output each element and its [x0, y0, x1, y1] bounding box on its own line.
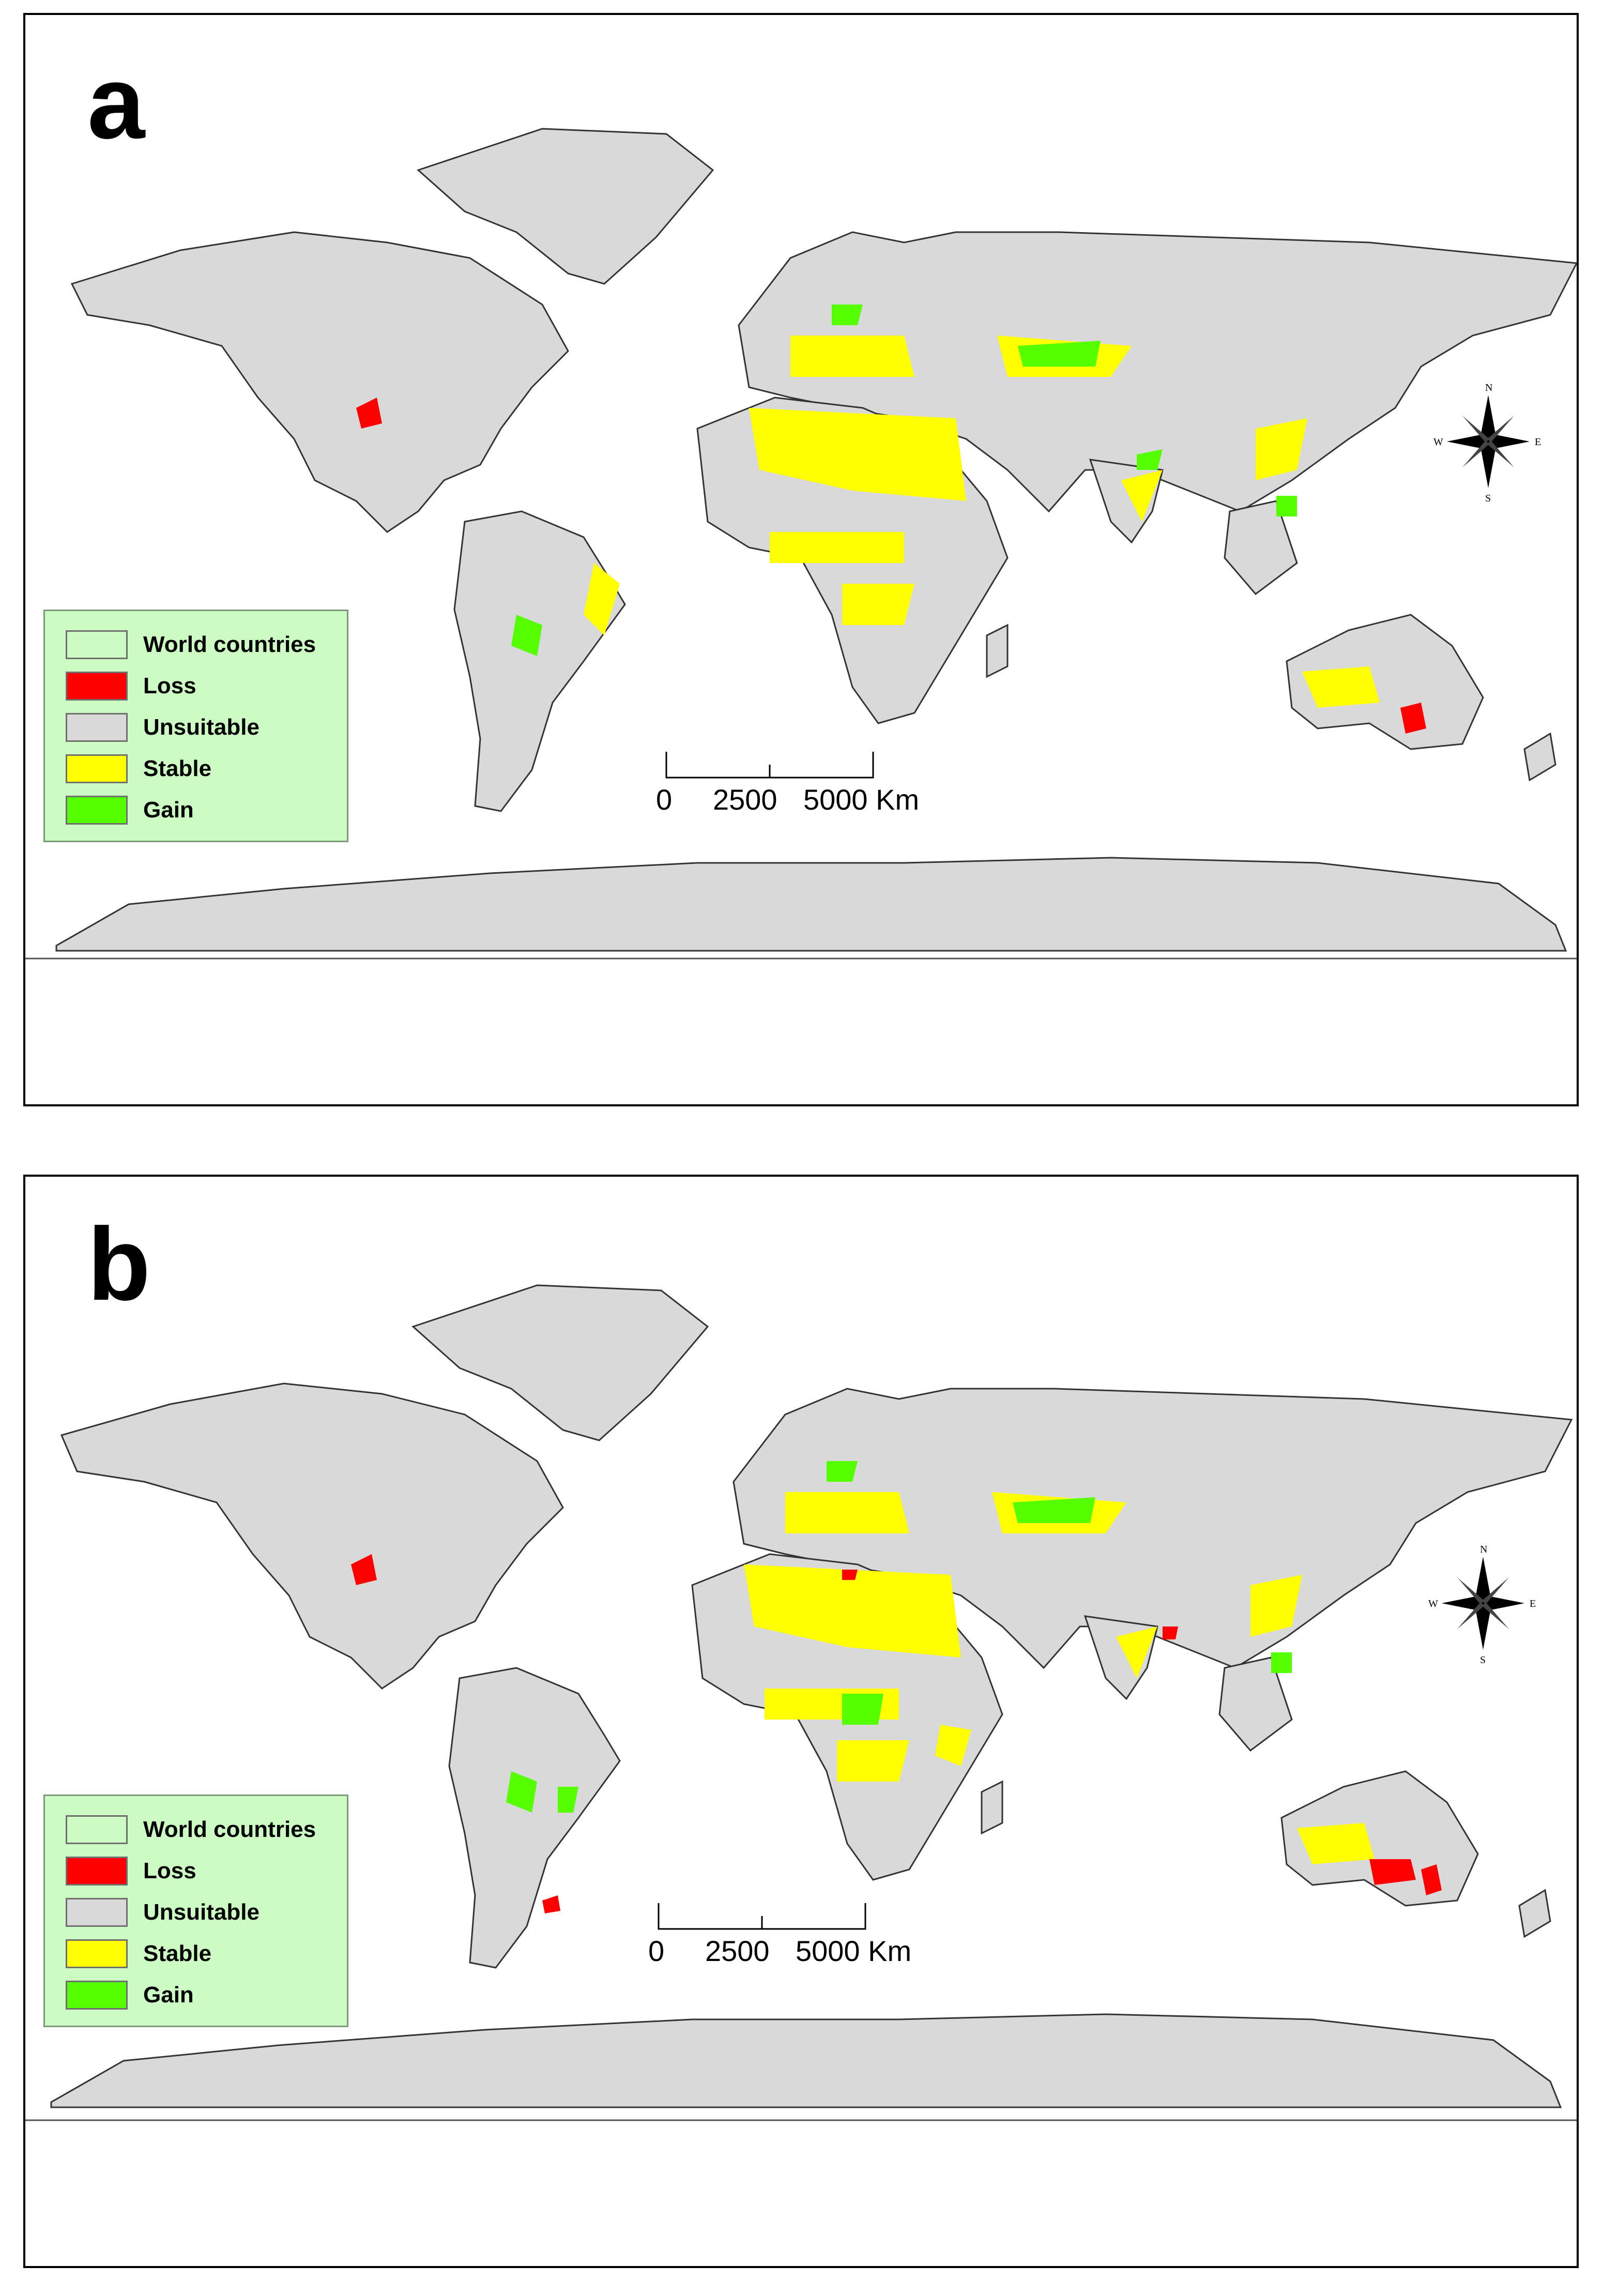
panel-label: b [87, 1207, 151, 1322]
compass-rose-icon: N S E W [1433, 382, 1541, 504]
world-map [25, 128, 1577, 960]
scale-bar-line [665, 752, 874, 779]
australia [1286, 614, 1484, 750]
legend: World countries Loss Unsuitable Stable G… [43, 1795, 348, 2027]
legend-label: Stable [143, 756, 212, 781]
scale-tick-label: 5000 Km [796, 1935, 912, 1967]
compass-s: S [1485, 493, 1491, 504]
gain-areas [511, 305, 1297, 656]
scale-tick-label: 0 [656, 783, 673, 816]
map-panel-b: b [23, 1175, 1579, 2268]
legend: World countries Loss Unsuitable Stable G… [43, 610, 348, 842]
compass-w: W [1433, 436, 1443, 448]
legend-label: Loss [143, 1858, 196, 1883]
new-zealand [1523, 732, 1556, 782]
madagascar [981, 1780, 1003, 1835]
legend-label: World countries [143, 632, 316, 657]
compass-e: E [1535, 436, 1541, 448]
scale-tick-label: 0 [648, 1935, 665, 1967]
legend-swatch [66, 1981, 128, 2010]
compass-s: S [1480, 1654, 1486, 1665]
legend-label: World countries [143, 1817, 316, 1842]
legend-swatch [66, 713, 128, 742]
map-panel-a: a [23, 13, 1579, 1106]
madagascar [986, 624, 1009, 678]
legend-swatch [66, 796, 128, 825]
legend-swatch [66, 754, 128, 783]
antarctica [55, 857, 1567, 952]
world-map [25, 1284, 1577, 2121]
scale-tick-label: 2500 [705, 1935, 770, 1967]
scale-bar: 0 2500 5000 Km [648, 1898, 917, 1970]
legend-label: Stable [143, 1941, 212, 1966]
greenland [411, 1284, 709, 1441]
compass-e: E [1530, 1598, 1536, 1609]
scale-bar-line [658, 1903, 866, 1930]
north-america [60, 1382, 564, 1690]
compass-rose-icon: N S E W [1428, 1544, 1536, 1666]
legend-label: Loss [143, 673, 196, 698]
north-arrow: N S E W [1431, 379, 1545, 504]
legend-swatch [66, 1815, 128, 1844]
new-zealand [1518, 1889, 1551, 1938]
india [1083, 1615, 1158, 1700]
legend-label: Unsuitable [143, 714, 259, 740]
panel-label: a [87, 45, 145, 160]
compass-n: N [1480, 1544, 1487, 1555]
north-america [70, 231, 569, 533]
compass-w: W [1428, 1598, 1438, 1609]
india [1089, 459, 1164, 544]
scale-tick-label: 2500 [713, 783, 777, 816]
compass-n: N [1485, 382, 1492, 393]
south-america [448, 1667, 621, 1969]
southeast-asia [1218, 1656, 1293, 1752]
north-arrow: N S E W [1426, 1541, 1540, 1666]
legend-swatch [66, 672, 128, 701]
scale-bar: 0 2500 5000 Km [656, 747, 925, 819]
southeast-asia [1224, 500, 1298, 596]
legend-label: Gain [143, 797, 194, 823]
legend-swatch [66, 630, 128, 659]
loss-areas [356, 398, 1426, 734]
legend-swatch [66, 1898, 128, 1927]
scale-tick-label: 5000 Km [803, 783, 920, 816]
legend-swatch [66, 1857, 128, 1886]
legend-swatch [66, 1939, 128, 1968]
legend-label: Unsuitable [143, 1899, 259, 1925]
greenland [417, 128, 714, 285]
south-america [453, 510, 626, 812]
loss-areas [351, 1554, 1442, 1913]
legend-label: Gain [143, 1982, 194, 2008]
gain-areas [506, 1461, 1292, 1813]
antarctica [50, 2013, 1562, 2108]
